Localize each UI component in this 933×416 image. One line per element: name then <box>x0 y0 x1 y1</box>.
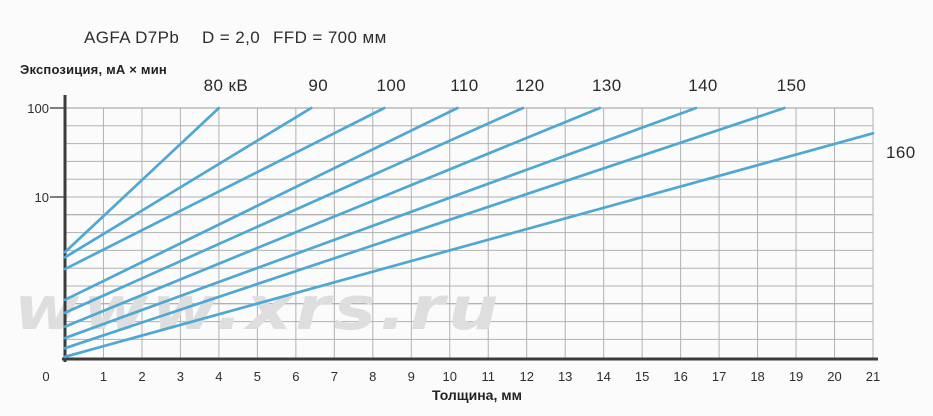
y-tick-label-100: 100 <box>27 101 49 116</box>
density-label: D = 2,0 <box>202 28 261 47</box>
y-axis-title: Экспозиция, мА × мин <box>20 62 167 77</box>
exposure-curve-90 <box>63 106 313 259</box>
exposure-curve-110 <box>63 106 459 302</box>
exposure-curve-100 <box>63 106 386 271</box>
exposure-curve-120 <box>63 106 525 315</box>
exposure-curve-80 <box>63 106 221 254</box>
exposure-curve-140 <box>63 106 698 340</box>
exposure-curve-130 <box>63 106 602 328</box>
ffd-label: FFD = 700 мм <box>273 28 387 47</box>
y-tick-label-10: 10 <box>34 190 49 205</box>
exposure-curve-160 <box>63 131 875 359</box>
film-name-label: AGFA D7Pb <box>84 28 180 47</box>
x-axis-title: Толщина, мм <box>432 387 522 403</box>
exposure-curve-150 <box>63 106 786 350</box>
